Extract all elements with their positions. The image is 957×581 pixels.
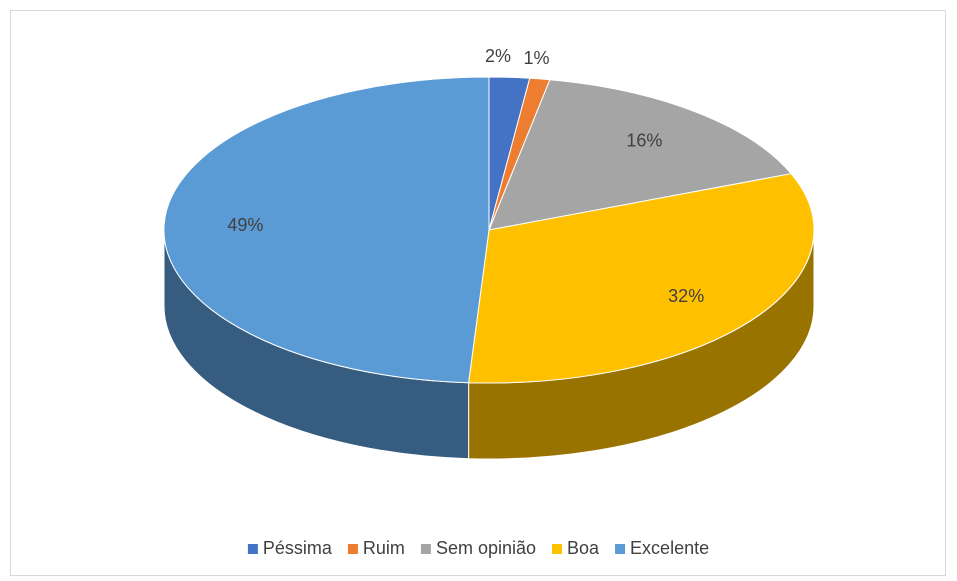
legend-swatch bbox=[615, 544, 626, 554]
slice-side bbox=[163, 230, 469, 459]
legend-label: Ruim bbox=[363, 538, 405, 558]
legend-label: Sem opinião bbox=[436, 538, 536, 558]
data-label: 2% bbox=[485, 46, 511, 66]
data-label: 1% bbox=[523, 48, 549, 68]
legend-swatch bbox=[420, 544, 431, 554]
legend-label: Péssima bbox=[263, 538, 333, 558]
data-label: 49% bbox=[227, 215, 263, 235]
legend-swatch bbox=[347, 544, 358, 554]
data-label: 16% bbox=[626, 130, 662, 150]
slice bbox=[163, 76, 490, 384]
legend: Péssima Ruim Sem opinião Boa Excelente bbox=[247, 538, 709, 558]
legend-label: Boa bbox=[567, 538, 600, 558]
slice-side bbox=[468, 230, 814, 460]
legend-swatch bbox=[552, 544, 563, 554]
slice bbox=[488, 79, 793, 231]
slice bbox=[468, 173, 815, 384]
data-label: 32% bbox=[668, 286, 704, 306]
legend-swatch bbox=[247, 544, 258, 554]
legend-label: Excelente bbox=[630, 538, 709, 558]
